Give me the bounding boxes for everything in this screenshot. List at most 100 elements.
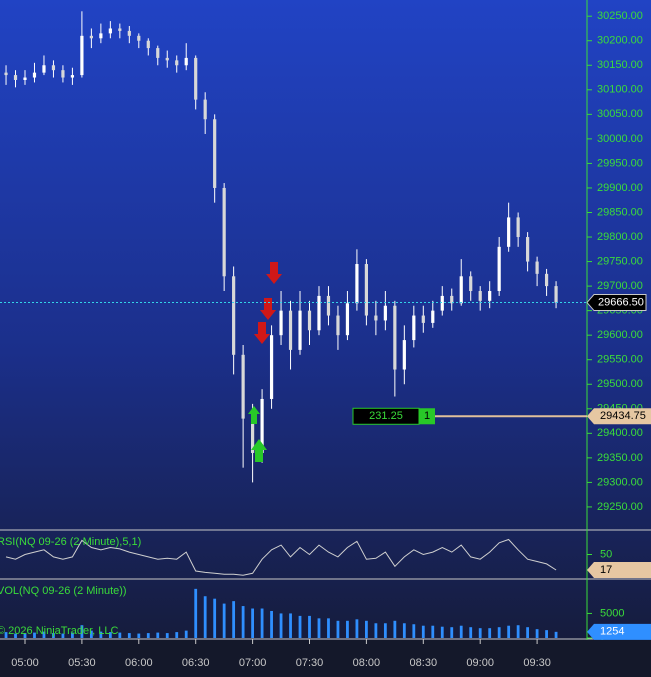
x-tick-label: 09:00 [466, 657, 494, 669]
candle-body [554, 286, 558, 303]
volume-bar [156, 632, 160, 638]
y-tick-label: 29400.00 [597, 427, 643, 439]
y-tick-label: 29550.00 [597, 354, 643, 366]
rsi-current-box [587, 562, 651, 579]
volume-bar [279, 613, 283, 638]
volume-bar [469, 627, 473, 638]
candle-body [421, 315, 425, 323]
candle-body [459, 276, 463, 304]
x-tick-label: 08:00 [353, 657, 381, 669]
rsi-tick-label: 50 [600, 548, 612, 560]
current-price-box [586, 294, 647, 312]
x-tick-label: 06:00 [125, 657, 153, 669]
candle-body [13, 75, 18, 80]
volume-bar [42, 631, 46, 638]
volume-bar [478, 628, 482, 638]
candle-body [165, 57, 169, 61]
current-price-label: 29666.50 [598, 296, 644, 308]
candle-body [374, 315, 378, 321]
volume-bar [165, 633, 169, 638]
candle-body [355, 264, 359, 304]
volume-bar [383, 623, 387, 638]
x-tick-label: 05:00 [11, 657, 39, 669]
volume-bar [402, 623, 406, 638]
volume-bar [232, 601, 236, 638]
candle-body [288, 310, 293, 350]
candle-body [42, 65, 46, 73]
candle-body [544, 273, 549, 287]
candle-body [298, 310, 302, 350]
volume-bar [241, 606, 245, 638]
volume-bar [507, 625, 511, 638]
x-tick-label: 07:00 [239, 657, 267, 669]
copyright: © 2026 NinjaTrader, LLC [0, 625, 118, 637]
rsi-title: RSI(NQ 09-26 (2 Minute),5,1) [0, 536, 141, 548]
candle-body [260, 398, 264, 453]
candle-body [516, 217, 520, 238]
volume-bar [260, 608, 264, 638]
y-tick-label: 30050.00 [597, 108, 643, 120]
x-tick-label: 07:30 [296, 657, 324, 669]
y-tick-label: 29750.00 [597, 255, 643, 267]
candle-body [279, 310, 283, 336]
volume-bar [412, 624, 416, 638]
volume-bar [336, 620, 340, 638]
order-qty: 1 [424, 410, 430, 422]
volume-bar [118, 632, 122, 638]
volume-bar [14, 633, 17, 638]
volume-bar [374, 623, 378, 638]
candle-body [203, 99, 207, 120]
volume-bar [440, 626, 444, 638]
candle-body [118, 28, 122, 31]
candle-body [99, 33, 103, 39]
buy-marker [248, 406, 260, 424]
sell-marker [260, 298, 276, 320]
candle-body [127, 30, 131, 36]
candle-body [440, 295, 444, 311]
order-price-box [587, 408, 651, 425]
volume-bar [450, 627, 454, 638]
volume-bar [251, 608, 254, 638]
volume-current-box [587, 623, 651, 640]
candle-body [213, 119, 217, 188]
candle-body [402, 340, 406, 370]
y-tick-label: 29300.00 [597, 476, 643, 488]
time-axis-bg [0, 640, 651, 672]
volume-bar [203, 596, 207, 638]
volume-current-label: 1254 [600, 626, 624, 638]
candle-body [89, 35, 93, 39]
candle-body [307, 310, 312, 331]
order-qty-box [419, 408, 435, 425]
volume-bar [52, 633, 55, 638]
y-tick-label: 29350.00 [597, 452, 643, 464]
y-tick-label: 30250.00 [597, 10, 643, 22]
volume-bar [127, 633, 131, 638]
y-tick-label: 30150.00 [597, 59, 643, 71]
candle-body [450, 295, 454, 304]
y-tick-label: 29250.00 [597, 501, 643, 513]
volume-bar [421, 625, 425, 638]
volume-bar [33, 632, 36, 638]
volume-bar [431, 625, 435, 638]
candle-body [412, 315, 416, 341]
volume-bar [4, 632, 8, 638]
candle-body [393, 305, 397, 370]
volume-bar [146, 633, 150, 638]
volume-bar [23, 633, 27, 638]
candle-body [497, 246, 501, 292]
volume-bar [497, 627, 501, 638]
volume-bar [459, 625, 463, 638]
candle-body [32, 72, 37, 78]
volume-bar [222, 603, 226, 638]
candle-body [383, 305, 387, 321]
volume-bar [89, 630, 93, 638]
candle-body [251, 418, 255, 453]
volume-bar [545, 630, 548, 638]
volume-bar [289, 613, 292, 638]
volume-bar [99, 631, 103, 638]
candle-body [507, 217, 511, 247]
volume-bar [108, 632, 112, 638]
candle-body [345, 303, 350, 336]
volume-bar [355, 619, 359, 638]
